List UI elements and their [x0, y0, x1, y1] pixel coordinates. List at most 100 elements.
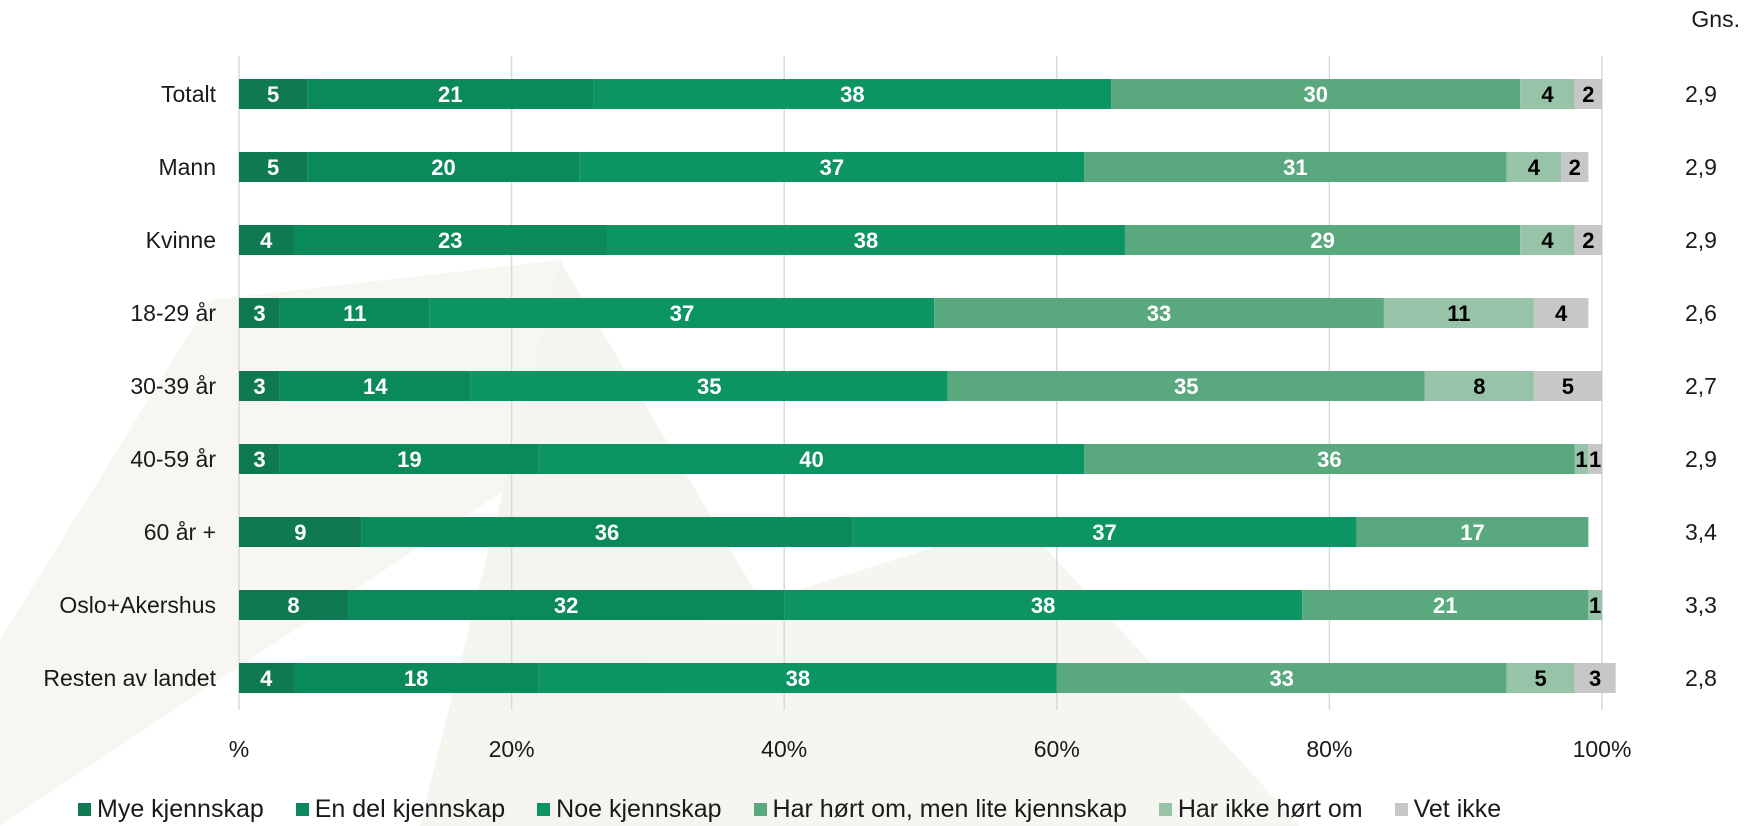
legend-label: Vet ikke [1413, 794, 1502, 823]
bar-segment [538, 444, 1085, 474]
bar-segment [239, 517, 362, 547]
category-label: Resten av landet [43, 665, 216, 691]
legend-item: Har ikke hørt om [1158, 794, 1363, 824]
bar-segment [239, 152, 308, 182]
data-label: 3 [253, 447, 265, 472]
data-label: 3 [253, 374, 265, 399]
bar-segment [1084, 152, 1507, 182]
data-label: 31 [1283, 155, 1307, 180]
bar-segment [1574, 444, 1589, 474]
gns-value: 2,9 [1685, 154, 1717, 180]
bar-segment [1533, 371, 1602, 401]
category-label: 40-59 år [130, 446, 216, 472]
x-tick-label: 20% [489, 736, 535, 762]
category-label: 18-29 år [130, 300, 216, 326]
legend-swatch [295, 802, 309, 816]
category-label: Kvinne [146, 227, 216, 253]
gns-value: 2,9 [1685, 81, 1717, 107]
data-label: 38 [854, 228, 878, 253]
bar-segment [1356, 517, 1589, 547]
legend-label: En del kjennskap [314, 794, 506, 823]
category-label: Totalt [161, 81, 217, 107]
bar-segment [1506, 663, 1575, 693]
data-label: 37 [1092, 520, 1116, 545]
bar-segment [579, 152, 1085, 182]
data-label: 4 [260, 228, 273, 253]
bar-segment [429, 298, 935, 328]
data-label: 35 [1174, 374, 1198, 399]
data-label: 21 [438, 82, 462, 107]
legend-label: Har ikke hørt om [1177, 794, 1363, 823]
bar-segment [1084, 444, 1575, 474]
data-label: 20 [431, 155, 455, 180]
data-label: 4 [1555, 301, 1568, 326]
chart-legend: Mye kjennskap En del kjennskap Noe kjennsk… [78, 794, 1533, 824]
legend-item: Mye kjennskap [78, 795, 264, 824]
bar-segment [593, 79, 1112, 109]
bar-segment [1520, 79, 1575, 109]
data-label: 29 [1310, 228, 1334, 253]
bar-segment [538, 663, 1057, 693]
data-label: 4 [1541, 228, 1554, 253]
legend-swatch [537, 802, 551, 816]
legend-item: En del kjennskap [295, 794, 506, 824]
x-tick-label: 40% [761, 736, 807, 762]
bar-segment [1383, 298, 1534, 328]
x-tick-label: 100% [1573, 736, 1632, 762]
data-label: 2 [1582, 82, 1594, 107]
data-label: 3 [1589, 666, 1601, 691]
legend-swatch [1394, 802, 1408, 816]
bar-segment [1533, 298, 1589, 328]
bar-segment [239, 79, 308, 109]
data-label: 33 [1147, 301, 1171, 326]
bar-segment [852, 517, 1357, 547]
stacked-bar-chart: % 20% 40% 60% 80% 100%Gns.Totalt 5 21 38 30 4 2 2,9M… [43, 6, 1740, 762]
legend-label: Noe kjennskap [556, 794, 722, 823]
legend-swatch [78, 802, 91, 816]
bar-segment [1424, 371, 1534, 401]
legend-label: Har hørt om, men lite kjennskap [772, 794, 1127, 823]
data-label: 5 [1562, 374, 1574, 399]
gns-value: 2,9 [1685, 227, 1717, 253]
category-label: Mann [158, 154, 216, 180]
category-label: 30-39 år [130, 373, 216, 399]
legend-label: Mye kjennskap [97, 794, 264, 823]
data-label: 3 [253, 301, 265, 326]
x-tick-label: % [229, 736, 249, 762]
bar-segment [239, 444, 280, 474]
data-label: 33 [1269, 666, 1293, 691]
bar-segment [947, 371, 1425, 401]
gns-value: 2,8 [1685, 665, 1717, 691]
data-label: 9 [294, 520, 306, 545]
bar-segment [1574, 79, 1602, 109]
gns-value: 3,4 [1685, 519, 1717, 545]
bar-segment [279, 371, 471, 401]
data-label: 2 [1569, 155, 1581, 180]
data-label: 38 [1031, 593, 1055, 618]
bar-segment [307, 79, 594, 109]
data-label: 17 [1460, 520, 1484, 545]
data-label: 21 [1433, 593, 1457, 618]
data-label: 40 [799, 447, 823, 472]
data-label: 4 [260, 666, 273, 691]
data-label: 36 [595, 520, 619, 545]
data-label: 11 [1447, 301, 1470, 326]
data-label: 5 [267, 155, 279, 180]
bar-segment [239, 225, 294, 255]
data-label: 4 [1528, 155, 1541, 180]
data-label: 8 [287, 593, 299, 618]
data-label: 30 [1304, 82, 1328, 107]
data-label: 5 [267, 82, 279, 107]
data-label: 18 [404, 666, 428, 691]
bar-segment [279, 444, 539, 474]
data-label: 23 [438, 228, 462, 253]
data-label: 1 [1589, 447, 1601, 472]
bar-segment [1588, 444, 1602, 474]
bar-segment [607, 225, 1125, 255]
bar-segment [1124, 225, 1521, 255]
data-label: 1 [1589, 593, 1601, 618]
data-label: 5 [1535, 666, 1547, 691]
category-label: Oslo+Akershus [59, 592, 216, 618]
bar-segment [1111, 79, 1521, 109]
bar-segment [1056, 663, 1507, 693]
